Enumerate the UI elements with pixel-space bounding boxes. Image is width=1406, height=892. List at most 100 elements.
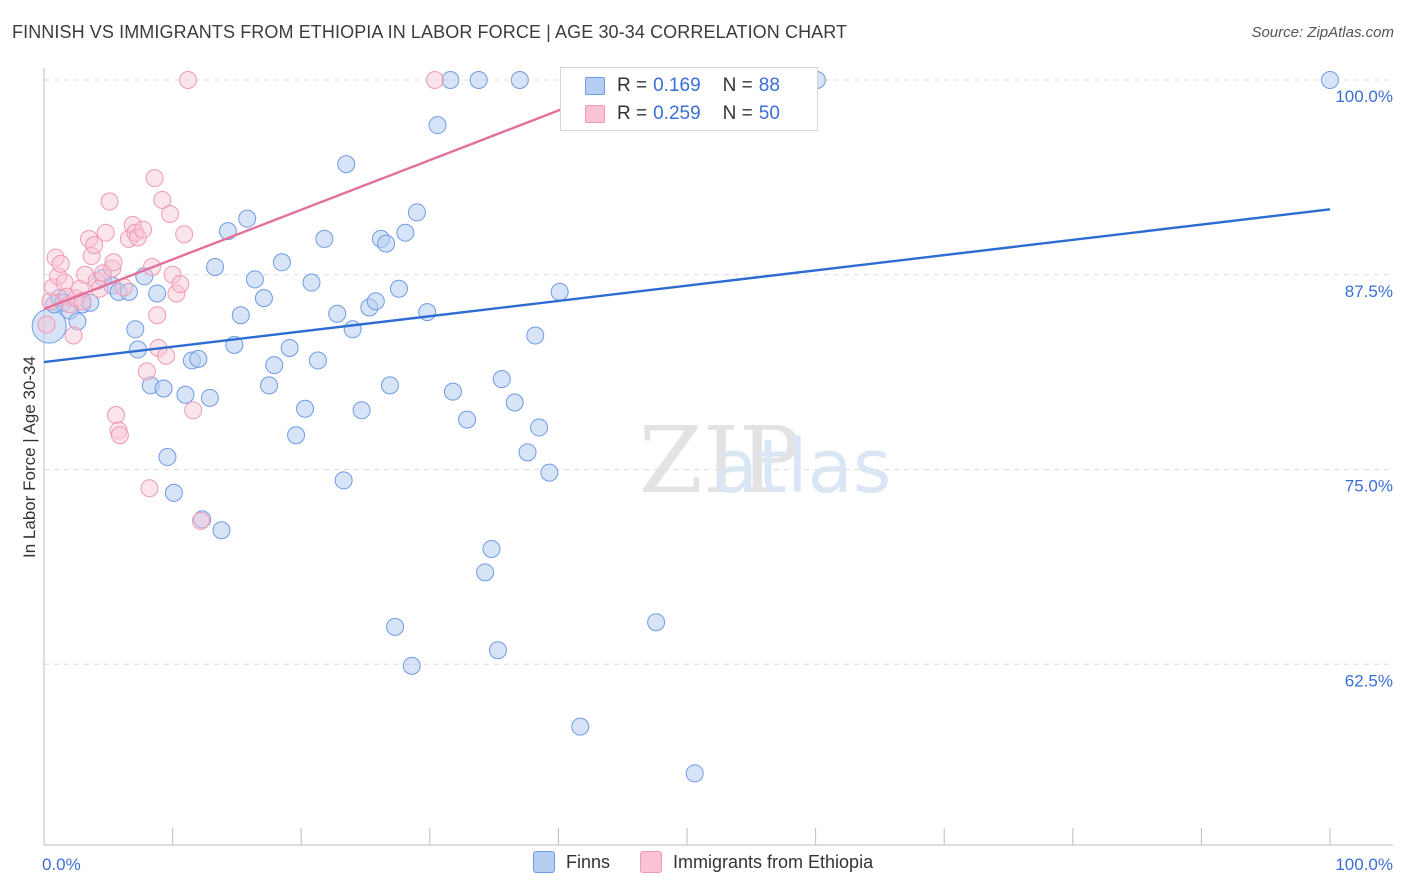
ethiopia-point (64, 326, 83, 345)
y-tick-label: 75.0% (1345, 477, 1393, 496)
legend-swatch-ethiopia (585, 105, 605, 123)
finns-point (510, 71, 529, 89)
ethiopia-point (157, 346, 176, 365)
finns-point (296, 399, 315, 418)
grid (44, 79, 1393, 665)
finns-point (254, 289, 273, 308)
finns-point (443, 382, 462, 401)
ethiopia-point (148, 306, 167, 325)
finns-point (68, 312, 87, 331)
finns-point (366, 292, 385, 311)
finns-point (189, 349, 208, 368)
ethiopia-point (137, 362, 156, 381)
ethiopia-point (179, 71, 198, 89)
legend-row-finns: R = 0.169 N = 88 (585, 73, 780, 99)
finns-point (126, 320, 145, 339)
correlation-legend: R = 0.169 N = 88 R = 0.259 N = 50 (560, 67, 818, 131)
finns-point (200, 388, 219, 407)
ethiopia-point (55, 273, 74, 292)
finns-point (231, 306, 250, 325)
finns-point (352, 401, 371, 420)
watermark-atlas: atlas (713, 424, 892, 510)
tick-labels: 62.5% 75.0% 87.5% 100.0% 0.0% 100.0% (42, 87, 1393, 874)
finns-point (647, 613, 666, 632)
finns-point (260, 376, 279, 395)
finns-point (158, 448, 177, 467)
finns-point (81, 293, 100, 312)
finns-point (441, 71, 460, 89)
ethiopia-point (163, 265, 182, 284)
ethiopia-point (191, 511, 210, 530)
finns-point (402, 656, 421, 675)
finns-point (176, 385, 195, 404)
ethiopia-point (107, 405, 126, 424)
series-legend-ethiopia[interactable]: Immigrants from Ethiopia (640, 851, 873, 873)
ethiopia-trend-line (43, 106, 566, 311)
ethiopia-point (134, 220, 153, 239)
finns-point (308, 351, 327, 370)
finns-point (164, 483, 183, 502)
finns-point (526, 326, 545, 345)
series-legend-finns[interactable]: Finns (533, 851, 610, 873)
series-legend-label-finns: Finns (566, 851, 611, 872)
finns-point (334, 471, 353, 490)
finns-point (315, 229, 334, 248)
ethiopia-point (104, 253, 123, 272)
finns-point (469, 71, 488, 89)
finns-point (328, 304, 347, 323)
legend-swatch-finns (585, 77, 605, 95)
finns-point (212, 521, 231, 540)
ethiopia-point (37, 315, 56, 334)
finns-point (407, 203, 426, 222)
ethiopia-point (51, 254, 70, 273)
finns-point (428, 116, 447, 135)
ethiopia-point (103, 259, 122, 278)
finns-point (302, 273, 321, 292)
ethiopia-point (100, 192, 119, 211)
watermark-zip: ZIP (639, 407, 801, 514)
legend-n-label: N = (722, 103, 753, 124)
finns-point (380, 376, 399, 395)
ethiopia-point (110, 426, 129, 445)
ethiopia-point (167, 284, 186, 303)
ethiopia-point (425, 71, 444, 89)
finns-point (396, 223, 415, 242)
finns-point (377, 234, 396, 253)
finns-point (530, 418, 549, 437)
finns-point (476, 563, 495, 582)
ethiopia-point (82, 247, 101, 266)
finns-point (206, 257, 225, 276)
trend-lines (43, 106, 1331, 364)
ethiopia-point (140, 479, 159, 498)
series-legend: Finns Immigrants from Ethiopia (533, 851, 903, 873)
finns-point (148, 284, 167, 303)
finns-point (492, 370, 511, 389)
legend-r-label: R = (617, 75, 648, 96)
y-tick-label: 87.5% (1345, 282, 1393, 301)
ethiopia-point (171, 275, 190, 294)
finns-point (488, 641, 507, 660)
finns-point (458, 410, 477, 429)
finns-point (505, 393, 524, 412)
axes (43, 68, 1393, 846)
finns-point (685, 764, 704, 783)
finns-point (550, 282, 569, 301)
ethiopia-point (96, 223, 115, 242)
finns-point (540, 463, 559, 482)
finns-trend-line (43, 208, 1331, 364)
legend-n-label: N = (722, 75, 753, 96)
finns-point (337, 155, 356, 174)
finns-point (386, 617, 405, 636)
x-tick-label: 0.0% (42, 855, 81, 874)
finns-point (154, 379, 173, 398)
chart-title: FINNISH VS IMMIGRANTS FROM ETHIOPIA IN L… (12, 22, 848, 42)
source-label: Source: ZipAtlas.com (1251, 24, 1394, 41)
ethiopia-point (76, 265, 95, 284)
series-legend-label-ethiopia: Immigrants from Ethiopia (673, 851, 874, 872)
finns-point (389, 279, 408, 298)
finns-point (571, 717, 590, 736)
finns-point (518, 443, 537, 462)
ethiopia-point (44, 278, 63, 297)
legend-n-value-finns: 88 (758, 75, 780, 96)
ethiopia-point (85, 236, 104, 255)
